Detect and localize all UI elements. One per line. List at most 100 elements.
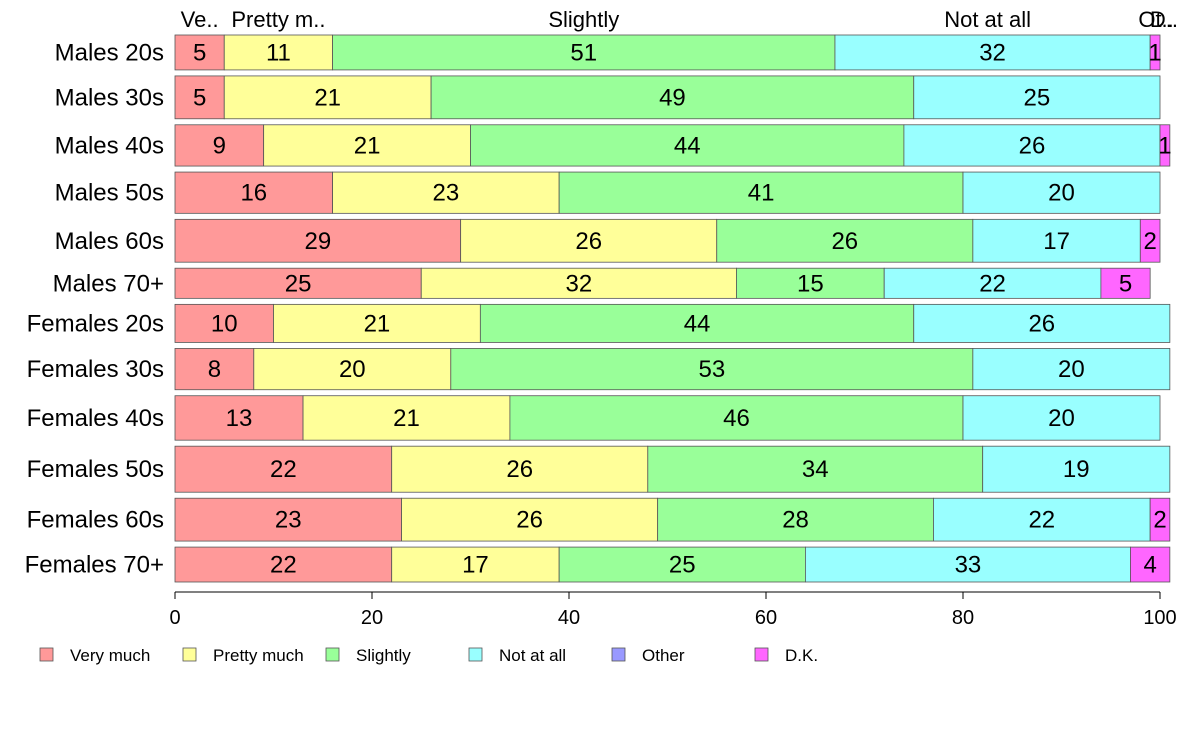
data-label: 19: [1063, 456, 1090, 483]
bar-segment: [332, 171, 560, 214]
data-label: 5: [1119, 270, 1132, 297]
bar-segment: [1149, 497, 1171, 542]
bar-row: Females 50s 22 26 34 19: [27, 445, 1171, 493]
bar-segment: [302, 395, 511, 441]
bar-segment: [1130, 546, 1171, 583]
data-label: 16: [240, 180, 267, 207]
bar-segment: [332, 34, 836, 71]
category-label: Females 30s: [27, 356, 164, 383]
legend-item: Slightly: [325, 646, 411, 665]
data-label: 29: [304, 228, 331, 255]
bar-segment: [933, 497, 1151, 542]
legend-label: Very much: [70, 646, 150, 665]
bar-segment: [479, 303, 915, 343]
legend-label: Slightly: [356, 646, 411, 665]
data-label: 2: [1143, 228, 1156, 255]
bar-segment: [470, 124, 905, 167]
data-label: 49: [659, 84, 686, 111]
bar-segment: [962, 395, 1161, 441]
bar-segment: [805, 546, 1131, 583]
bar-segment: [834, 34, 1151, 71]
bar-segment: [420, 267, 737, 299]
category-label: Males 70+: [53, 270, 164, 297]
legend-label: Other: [642, 646, 685, 665]
bar-row: Males 40s 9 21 44 26 1: [55, 124, 1172, 167]
bar-segment: [1139, 218, 1161, 263]
bar-segment: [913, 75, 1161, 120]
bar-segment: [401, 497, 659, 542]
bar-segment: [883, 267, 1102, 299]
bar-row: Males 30s 5 21 49 25: [55, 75, 1161, 120]
bar-segment: [558, 171, 964, 214]
legend-item: Pretty much: [182, 646, 304, 665]
legend-item: Not at all: [468, 646, 566, 665]
data-label: 33: [955, 552, 982, 579]
data-label: 34: [802, 456, 829, 483]
x-axis: 0 20 40 60 80 100: [169, 591, 1177, 629]
x-tick-label: 0: [169, 607, 180, 629]
bar-segment: [174, 445, 393, 493]
data-label: 2: [1153, 507, 1166, 534]
bar-segment: [174, 171, 334, 214]
legend-item: Very much: [39, 646, 150, 665]
data-label: 26: [516, 507, 543, 534]
data-label: 44: [684, 310, 711, 337]
category-label: Females 40s: [27, 405, 164, 432]
data-label: 22: [270, 552, 297, 579]
bar-segment: [174, 497, 402, 542]
legend-label: D.K.: [785, 646, 818, 665]
data-label: 44: [674, 132, 701, 159]
top-series-labels: Ve.. Pretty m.. Slightly Not at all Ot..D..: [181, 7, 1178, 32]
legend-swatch: [468, 647, 483, 662]
data-label: 21: [354, 132, 381, 159]
data-label: 5: [193, 39, 206, 66]
data-label: 25: [669, 552, 696, 579]
data-label: 28: [782, 507, 809, 534]
data-label: 10: [211, 310, 238, 337]
bar-segment: [174, 267, 422, 299]
bar-row: Females 30s 8 20 53 20: [27, 348, 1171, 391]
data-label: 4: [1143, 552, 1156, 579]
data-label: 23: [433, 180, 460, 207]
data-label: 21: [393, 405, 420, 432]
bar-row: Females 70+ 22 17 25 33 4: [25, 546, 1171, 583]
legend-swatch: [182, 647, 197, 662]
bar-segment: [174, 546, 393, 583]
data-label: 22: [979, 270, 1006, 297]
bar-segment: [263, 124, 471, 167]
bar-segment: [223, 34, 333, 71]
bar-segment: [174, 34, 225, 71]
bar-segment: [903, 124, 1161, 167]
data-label: 1: [1158, 132, 1171, 159]
data-label: 20: [1048, 180, 1075, 207]
data-label: 41: [748, 180, 775, 207]
bar-segment: [174, 75, 225, 120]
data-label: 1: [1148, 39, 1161, 66]
bar-segment: [174, 303, 274, 343]
top-series-label: Ot..: [1138, 7, 1173, 32]
data-label: 15: [797, 270, 824, 297]
category-label: Females 20s: [27, 310, 164, 337]
data-label: 51: [570, 39, 597, 66]
category-label: Females 60s: [27, 507, 164, 534]
legend-item: Other: [611, 646, 685, 665]
data-label: 26: [1028, 310, 1055, 337]
bar-segment: [962, 171, 1161, 214]
data-label: 21: [364, 310, 391, 337]
data-label: 5: [193, 84, 206, 111]
category-label: Males 50s: [55, 180, 164, 207]
top-series-label: Pretty m..: [231, 7, 325, 32]
top-series-label: Ve..: [181, 7, 219, 32]
bar-segment: [972, 348, 1171, 391]
bar-segment: [174, 218, 462, 263]
bar-row: Females 60s 23 26 28 22 2: [27, 497, 1171, 542]
x-tick-label: 100: [1143, 607, 1176, 629]
bar-segment: [391, 546, 560, 583]
top-series-label: Not at all: [944, 7, 1031, 32]
category-label: Males 20s: [55, 39, 164, 66]
bar-segment: [273, 303, 481, 343]
top-series-label: D..: [1150, 7, 1178, 32]
data-label: 23: [275, 507, 302, 534]
data-label: 22: [1028, 507, 1055, 534]
